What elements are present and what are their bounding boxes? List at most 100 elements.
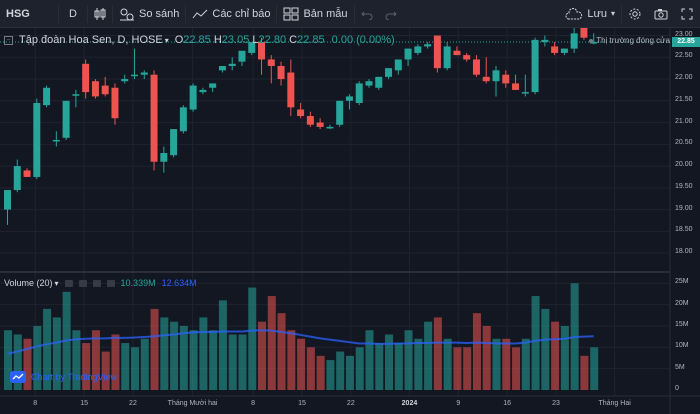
chevron-down-icon[interactable]: ▾ <box>164 35 169 45</box>
volume-bars <box>4 283 599 390</box>
toolbar-divider <box>353 4 355 23</box>
interval-button[interactable]: D <box>59 0 87 28</box>
volume-axis-label: 20M <box>675 299 689 307</box>
volume-bar <box>394 343 403 390</box>
candles-icon <box>94 7 106 20</box>
candle-body <box>33 102 41 177</box>
symbol-search-button[interactable]: HSG <box>0 0 58 28</box>
volume-bar <box>140 338 149 390</box>
candle-body <box>512 83 520 90</box>
visibility-icon[interactable] <box>64 279 73 287</box>
volume-bar <box>580 355 589 390</box>
volume-bar <box>424 321 433 390</box>
change-value: 0.00 (0.00%) <box>331 34 395 46</box>
time-axis-label: Tháng Hai <box>598 400 631 407</box>
volume-value: 10.339M <box>120 278 156 288</box>
time-axis-label: 9 <box>456 400 461 407</box>
time-axis-label: 15 <box>80 400 89 407</box>
time-axis-label: 8 <box>33 400 38 407</box>
fullscreen-icon <box>681 8 693 19</box>
templates-label: Bản mẫu <box>303 7 348 20</box>
volume-bar <box>541 308 550 390</box>
candle-body <box>560 48 568 53</box>
legend-collapse-icon[interactable]: − <box>4 35 13 45</box>
toolbar-divider <box>112 4 113 23</box>
volume-bar <box>277 313 286 390</box>
market-status[interactable]: Thị trường đóng cửa <box>589 36 670 45</box>
close-key: C <box>289 34 298 46</box>
volume-bar <box>150 308 159 390</box>
toolbar-divider <box>185 4 187 23</box>
volume-bar <box>336 351 345 390</box>
undo-button[interactable] <box>355 0 379 28</box>
time-axis-label: 22 <box>346 400 355 407</box>
indicators-button[interactable]: Các chỉ báo <box>186 0 276 28</box>
main-legend: − Tập đoàn Hoa Sen, D, HOSE ▾ O22.85 H23… <box>4 34 395 46</box>
candle-body <box>521 92 529 94</box>
candle-body <box>453 50 461 56</box>
candle-body <box>131 74 139 77</box>
chevron-down-icon[interactable]: ▾ <box>54 278 59 288</box>
candle-body <box>365 81 373 86</box>
volume-label: Volume (20) <box>4 278 53 288</box>
settings-button[interactable] <box>622 0 648 28</box>
settings-icon[interactable] <box>78 279 87 287</box>
candle-body <box>140 72 148 75</box>
volume-bar <box>404 330 413 390</box>
candle-body <box>570 33 578 49</box>
candle-body <box>502 74 510 84</box>
chart-canvas[interactable] <box>0 28 700 414</box>
candle-body <box>463 55 471 60</box>
more-icon[interactable] <box>106 279 115 287</box>
volume-bar <box>258 321 267 390</box>
redo-button[interactable] <box>379 0 403 28</box>
volume-bar <box>33 325 42 390</box>
save-button[interactable]: Lưu ▾ <box>559 0 621 28</box>
volume-bar <box>4 330 12 390</box>
candle-body <box>91 81 99 97</box>
fullscreen-button[interactable] <box>674 0 700 28</box>
close-icon[interactable] <box>92 279 101 287</box>
volume-bar <box>443 338 452 390</box>
candle-body <box>189 85 197 110</box>
volume-bar <box>170 321 179 390</box>
time-axis-label: 16 <box>503 400 512 407</box>
candle-body <box>23 170 31 177</box>
volume-bar <box>453 347 462 390</box>
volume-legend: Volume (20) ▾ 10.339M 12.634M <box>4 278 197 288</box>
tradingview-brand[interactable]: Chart by TradingView <box>10 371 117 383</box>
candle-body <box>531 39 539 93</box>
volume-bar <box>502 338 511 390</box>
high-key: H <box>213 34 222 46</box>
price-axis-label: 19.50 <box>675 182 693 190</box>
volume-bar <box>531 296 540 390</box>
status-dot-icon <box>589 38 594 43</box>
chevron-down-icon: ▾ <box>610 9 615 18</box>
toolbar-divider <box>58 4 59 23</box>
volume-bar <box>551 321 560 390</box>
candle-body <box>150 74 158 162</box>
chart-type-button[interactable] <box>88 0 112 28</box>
price-axis-label: 21.00 <box>675 117 693 125</box>
volume-bar <box>160 317 169 390</box>
top-toolbar: HSG D So sánh Các chỉ báo Bản mẫu Lưu ▾ <box>0 0 700 28</box>
candle-body <box>326 126 334 129</box>
candle-body <box>111 87 119 119</box>
candle-body <box>385 68 393 77</box>
templates-button[interactable]: Bản mẫu <box>277 0 353 28</box>
snapshot-button[interactable] <box>648 0 674 28</box>
volume-bar <box>512 347 521 390</box>
camera-icon <box>654 8 668 19</box>
volume-bar <box>472 313 481 390</box>
candle-body <box>238 50 246 62</box>
price-axis-label: 21.50 <box>675 95 693 103</box>
candle-body <box>82 63 90 93</box>
time-axis-label: Tháng Mười hai <box>167 400 218 407</box>
low-key: L <box>252 34 259 46</box>
volume-bar <box>482 325 491 390</box>
volume-bar <box>365 330 374 390</box>
cloud-icon <box>565 7 583 19</box>
volume-bar <box>111 334 120 390</box>
compare-button[interactable]: So sánh <box>113 0 185 28</box>
redo-icon <box>385 11 397 20</box>
